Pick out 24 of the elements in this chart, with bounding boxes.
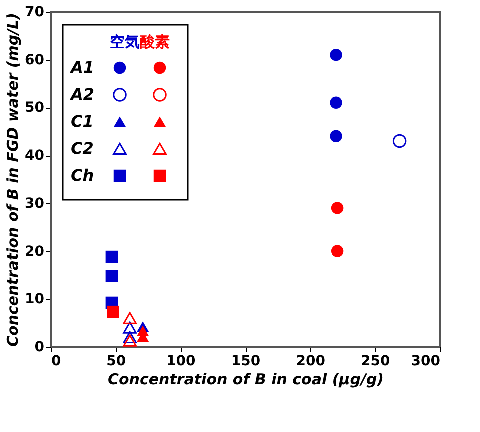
- x-axis-title: Concentration of B in coal (μg/g): [108, 370, 384, 388]
- y-tick-label: 30: [25, 196, 45, 212]
- x-tick-label: 0: [52, 354, 62, 370]
- y-tick-label: 40: [25, 148, 45, 164]
- legend-label: A1: [69, 58, 95, 77]
- y-tick-label: 60: [25, 52, 45, 68]
- annotation: 空気: [110, 33, 140, 51]
- legend-label: C1: [71, 112, 94, 131]
- x-tick-label: 200: [296, 354, 326, 370]
- legend-label: C2: [71, 139, 94, 158]
- x-tick-label: 300: [411, 354, 441, 370]
- legend-label: A2: [69, 85, 95, 104]
- x-tick-label: 150: [231, 354, 261, 370]
- x-tick-label: 50: [106, 354, 126, 370]
- y-tick-label: 70: [25, 4, 45, 20]
- y-tick-label: 10: [25, 292, 45, 308]
- x-tick-label: 100: [166, 354, 196, 370]
- y-axis-title: Concentration of B in FGD water (mg/L): [4, 13, 22, 347]
- legend-label: Ch: [71, 166, 94, 185]
- y-tick-label: 50: [25, 100, 45, 116]
- x-tick-label: 250: [361, 354, 391, 370]
- y-tick-label: 0: [34, 340, 45, 356]
- annotation: 酸素: [140, 33, 170, 51]
- y-tick-label: 20: [25, 244, 45, 260]
